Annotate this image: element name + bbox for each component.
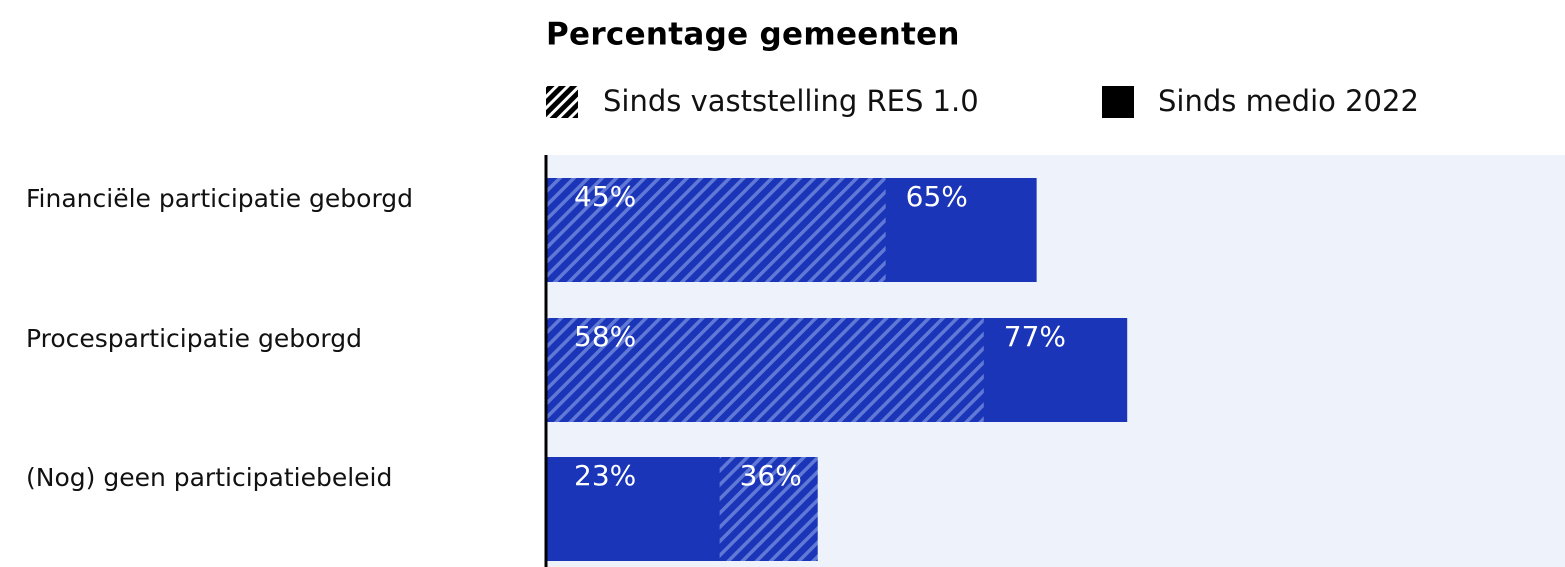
value-label: 23% [574, 459, 636, 492]
bar [546, 457, 720, 561]
bar [546, 178, 886, 282]
legend-label: Sinds vaststelling RES 1.0 [603, 84, 979, 118]
legend-swatch [546, 86, 578, 118]
category-label: Procesparticipatie geborgd [26, 324, 362, 353]
chart-title: Percentage gemeenten [546, 17, 960, 53]
value-label: 36% [740, 459, 802, 492]
category-label: Financiële participatie geborgd [26, 184, 413, 213]
value-label: 45% [574, 180, 636, 213]
legend-label: Sinds medio 2022 [1158, 84, 1419, 118]
value-label: 58% [574, 320, 636, 353]
legend-swatch [1102, 86, 1134, 118]
value-label: 65% [906, 180, 968, 213]
bar [546, 318, 984, 422]
value-label: 77% [1004, 320, 1066, 353]
category-label: (Nog) geen participatiebeleid [26, 463, 392, 492]
